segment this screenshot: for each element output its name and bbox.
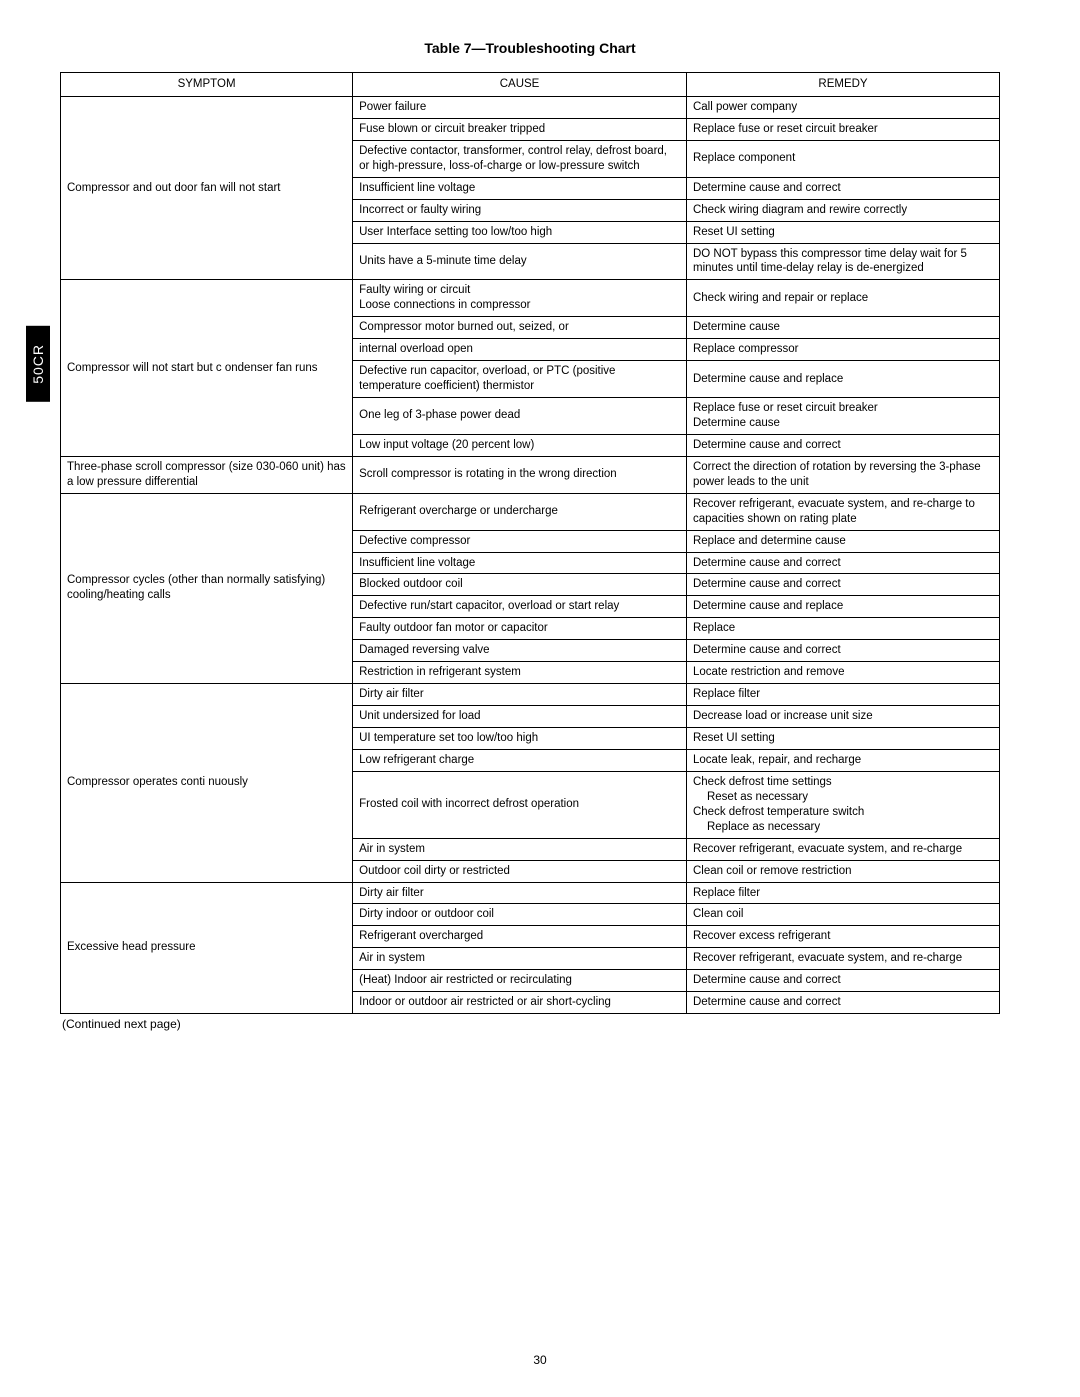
table-row: Compressor will not start but c ondenser… bbox=[61, 280, 1000, 317]
remedy-cell: Clean coil or remove restriction bbox=[686, 860, 999, 882]
table-row: Excessive head pressureDirty air filterR… bbox=[61, 882, 1000, 904]
symptom-cell: Compressor and out door fan will not sta… bbox=[61, 96, 353, 279]
remedy-cell: Check wiring diagram and rewire correctl… bbox=[686, 199, 999, 221]
page: 50CR Table 7—Troubleshooting Chart SYMPT… bbox=[0, 0, 1080, 1397]
cause-cell: Refrigerant overcharged bbox=[353, 926, 687, 948]
remedy-cell: Determine cause and replace bbox=[686, 361, 999, 398]
remedy-cell: Locate restriction and remove bbox=[686, 662, 999, 684]
remedy-cell: Clean coil bbox=[686, 904, 999, 926]
symptom-cell: Compressor cycles (other than normally s… bbox=[61, 493, 353, 683]
cause-cell: Air in system bbox=[353, 838, 687, 860]
remedy-cell: Replace and determine cause bbox=[686, 530, 999, 552]
cause-cell: Dirty air filter bbox=[353, 882, 687, 904]
remedy-cell: Replace fuse or reset circuit breaker bbox=[686, 118, 999, 140]
cause-cell: Restriction in refrigerant system bbox=[353, 662, 687, 684]
cause-cell: Outdoor coil dirty or restricted bbox=[353, 860, 687, 882]
remedy-cell: Recover refrigerant, evacuate system, an… bbox=[686, 838, 999, 860]
table-row: Three-phase scroll compressor (size 030-… bbox=[61, 456, 1000, 493]
cause-cell: Incorrect or faulty wiring bbox=[353, 199, 687, 221]
remedy-cell: Determine cause and correct bbox=[686, 177, 999, 199]
cause-cell: Damaged reversing valve bbox=[353, 640, 687, 662]
cause-cell: One leg of 3-phase power dead bbox=[353, 398, 687, 435]
remedy-cell: Check defrost time settingsReset as nece… bbox=[686, 771, 999, 838]
cause-cell: Defective contactor, transformer, contro… bbox=[353, 140, 687, 177]
cause-cell: Low input voltage (20 percent low) bbox=[353, 434, 687, 456]
cause-cell: Unit undersized for load bbox=[353, 706, 687, 728]
cause-cell: Faulty wiring or circuitLoose connection… bbox=[353, 280, 687, 317]
remedy-cell: Reset UI setting bbox=[686, 221, 999, 243]
header-cause: CAUSE bbox=[353, 73, 687, 97]
cause-cell: internal overload open bbox=[353, 339, 687, 361]
remedy-cell: Recover refrigerant, evacuate system, an… bbox=[686, 493, 999, 530]
table-title: Table 7—Troubleshooting Chart bbox=[60, 40, 1000, 56]
cause-cell: Frosted coil with incorrect defrost oper… bbox=[353, 771, 687, 838]
remedy-cell: Determine cause and correct bbox=[686, 992, 999, 1014]
continued-note: (Continued next page) bbox=[62, 1017, 1000, 1031]
remedy-cell: Call power company bbox=[686, 96, 999, 118]
table-row: Compressor cycles (other than normally s… bbox=[61, 493, 1000, 530]
cause-cell: Refrigerant overcharge or undercharge bbox=[353, 493, 687, 530]
header-symptom: SYMPTOM bbox=[61, 73, 353, 97]
cause-cell: Fuse blown or circuit breaker tripped bbox=[353, 118, 687, 140]
cause-cell: User Interface setting too low/too high bbox=[353, 221, 687, 243]
cause-cell: Scroll compressor is rotating in the wro… bbox=[353, 456, 687, 493]
page-number: 30 bbox=[0, 1353, 1080, 1367]
symptom-cell: Three-phase scroll compressor (size 030-… bbox=[61, 456, 353, 493]
cause-cell: Indoor or outdoor air restricted or air … bbox=[353, 992, 687, 1014]
symptom-cell: Excessive head pressure bbox=[61, 882, 353, 1014]
table-header-row: SYMPTOM CAUSE REMEDY bbox=[61, 73, 1000, 97]
cause-cell: Dirty indoor or outdoor coil bbox=[353, 904, 687, 926]
remedy-cell: Correct the direction of rotation by rev… bbox=[686, 456, 999, 493]
table-row: Compressor operates conti nuouslyDirty a… bbox=[61, 684, 1000, 706]
side-tab: 50CR bbox=[26, 326, 50, 402]
remedy-cell: Recover refrigerant, evacuate system, an… bbox=[686, 948, 999, 970]
cause-cell: Units have a 5-minute time delay bbox=[353, 243, 687, 280]
remedy-cell: Replace component bbox=[686, 140, 999, 177]
symptom-cell: Compressor will not start but c ondenser… bbox=[61, 280, 353, 456]
remedy-cell: Determine cause bbox=[686, 317, 999, 339]
remedy-cell: Replace filter bbox=[686, 684, 999, 706]
cause-cell: UI temperature set too low/too high bbox=[353, 728, 687, 750]
remedy-cell: Check wiring and repair or replace bbox=[686, 280, 999, 317]
cause-cell: Insufficient line voltage bbox=[353, 552, 687, 574]
remedy-cell: Determine cause and correct bbox=[686, 640, 999, 662]
remedy-cell: Recover excess refrigerant bbox=[686, 926, 999, 948]
remedy-cell: Replace compressor bbox=[686, 339, 999, 361]
cause-cell: Blocked outdoor coil bbox=[353, 574, 687, 596]
troubleshooting-table: SYMPTOM CAUSE REMEDY Compressor and out … bbox=[60, 72, 1000, 1014]
remedy-cell: Determine cause and correct bbox=[686, 970, 999, 992]
header-remedy: REMEDY bbox=[686, 73, 999, 97]
remedy-cell: Determine cause and correct bbox=[686, 574, 999, 596]
cause-cell: Compressor motor burned out, seized, or bbox=[353, 317, 687, 339]
cause-cell: Dirty air filter bbox=[353, 684, 687, 706]
remedy-cell: Decrease load or increase unit size bbox=[686, 706, 999, 728]
table-row: Compressor and out door fan will not sta… bbox=[61, 96, 1000, 118]
cause-cell: Low refrigerant charge bbox=[353, 749, 687, 771]
cause-cell: Air in system bbox=[353, 948, 687, 970]
remedy-cell: Replace filter bbox=[686, 882, 999, 904]
remedy-cell: Replace bbox=[686, 618, 999, 640]
remedy-cell: Determine cause and replace bbox=[686, 596, 999, 618]
remedy-cell: DO NOT bypass this compressor time delay… bbox=[686, 243, 999, 280]
remedy-cell: Reset UI setting bbox=[686, 728, 999, 750]
remedy-cell: Determine cause and correct bbox=[686, 552, 999, 574]
cause-cell: Faulty outdoor fan motor or capacitor bbox=[353, 618, 687, 640]
cause-cell: Insufficient line voltage bbox=[353, 177, 687, 199]
cause-cell: Defective compressor bbox=[353, 530, 687, 552]
cause-cell: Defective run capacitor, overload, or PT… bbox=[353, 361, 687, 398]
remedy-cell: Determine cause and correct bbox=[686, 434, 999, 456]
cause-cell: (Heat) Indoor air restricted or recircul… bbox=[353, 970, 687, 992]
cause-cell: Power failure bbox=[353, 96, 687, 118]
remedy-cell: Locate leak, repair, and recharge bbox=[686, 749, 999, 771]
remedy-cell: Replace fuse or reset circuit breakerDet… bbox=[686, 398, 999, 435]
symptom-cell: Compressor operates conti nuously bbox=[61, 684, 353, 882]
cause-cell: Defective run/start capacitor, overload … bbox=[353, 596, 687, 618]
